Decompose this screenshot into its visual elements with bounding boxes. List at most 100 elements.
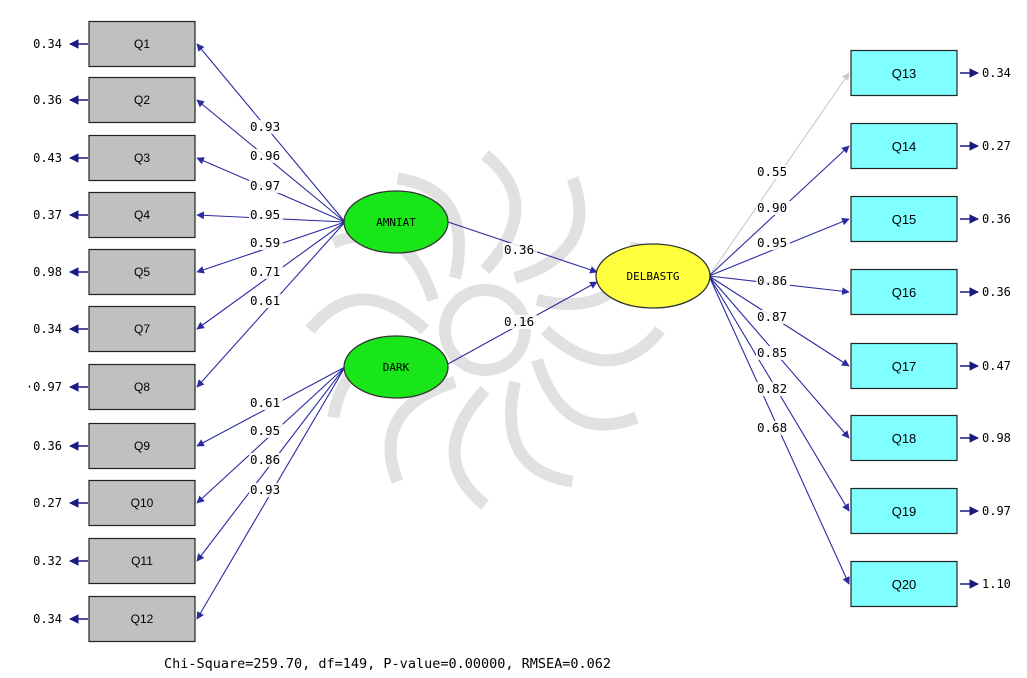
indicator-label: Q3 [134,151,150,165]
loading-delbastg: 0.87 [757,309,787,324]
indicator-label: Q14 [892,139,917,154]
structural-coefficient: 0.16 [504,314,534,329]
indicator-box-q12 [88,595,196,643]
indicator-box-q15 [850,195,958,243]
coefficient-backdrop [249,265,283,279]
latent-delbastg-ellipse [595,243,711,309]
loading-amniat: 0.97 [250,178,280,193]
indicator-box-q20 [850,560,958,608]
coefficient-backdrop [249,236,283,250]
loading-delbastg: 0.85 [757,345,787,360]
watermark-petal [480,150,522,275]
indicator-label: Q18 [892,431,917,446]
indicator-label: Q5 [134,265,150,279]
loading-amniat: 0.96 [250,148,280,163]
loading-amniat: 0.93 [250,119,280,134]
coefficient-backdrop [249,120,283,134]
latent-dark-ellipse [343,335,449,399]
indicator-box-q5 [88,248,196,296]
indicator-label: Q1 [134,37,150,51]
error-variance: 0.34 [33,37,62,51]
path-coefficients: 0.93 0.96 0.97 0.95 0.59 0.71 0.61 0.61 0.95 0.86… [249,119,790,497]
coefficient-backdrop [249,179,283,193]
diagram-nodes: Q1 0.34 Q2 0.36 Q3 0.43 Q4 0.37 Q5 0.98 Q7 0.34 Q8 ·0… [26,20,1011,643]
error-variance: 0.98 [33,265,62,279]
coefficient-backdrop [249,424,283,438]
watermark-petal [448,385,490,510]
indicator-box-q17 [850,342,958,390]
loading-dark: 0.86 [250,452,280,467]
indicator-label: Q10 [131,496,154,510]
error-variance: ·0.97 [26,380,62,394]
loading-delbastg: 0.82 [757,381,787,396]
indicator-box-q7 [88,305,196,353]
error-variance: 0.27 [33,496,62,510]
indicator-box-q8 [88,363,196,411]
coefficient-backdrop [756,346,790,360]
coefficient-backdrop [756,274,790,288]
indicator-label: Q19 [892,504,917,519]
indicator-box-q3 [88,134,196,182]
latent-amniat-label: AMNIAT [376,216,416,229]
watermark-petal [505,380,574,488]
indicator-box-q11 [88,537,196,585]
error-variance: 0.36 [982,212,1011,226]
indicator-box-q16 [850,268,958,316]
error-variance: 0.43 [33,151,62,165]
error-variance: 0.47 [982,359,1011,373]
indicator-label: Q11 [131,554,153,568]
indicator-label: Q16 [892,285,917,300]
latent-dark-label: DARK [383,361,410,374]
coefficient-backdrop [249,396,283,410]
error-variance: 0.37 [33,208,62,222]
coefficient-backdrop [503,315,537,329]
indicator-box-q4 [88,191,196,239]
indicator-label: Q4 [134,208,150,222]
error-variance: 0.27 [982,139,1011,153]
coefficient-backdrop [756,165,790,179]
error-variance: 0.36 [33,93,62,107]
loading-delbastg: 0.95 [757,235,787,250]
error-variance: 0.34 [33,322,62,336]
watermark-petal [531,358,639,431]
indicator-label: Q20 [892,577,917,592]
loading-amniat: 0.71 [250,264,280,279]
coefficient-backdrop [756,421,790,435]
indicator-box-q19 [850,487,958,535]
error-variance: 0.97 [982,504,1011,518]
loading-amniat: 0.59 [250,235,280,250]
indicator-label: Q2 [134,93,150,107]
loading-amniat: 0.61 [250,293,280,308]
watermark-petal [396,172,465,280]
coefficient-backdrop [249,483,283,497]
error-variance: 0.32 [33,554,62,568]
watermark-petal [513,176,586,284]
watermark-rosette [305,150,665,510]
watermark-petal [384,376,457,484]
error-variance: 0.98 [982,431,1011,445]
fit-statistics: Chi-Square=259.70, df=149, P-value=0.000… [163,656,612,672]
coefficient-backdrop [249,149,283,163]
indicator-box-q2 [88,76,196,124]
latent-delbastg-label: DELBASTG [627,270,680,283]
error-variance: 0.36 [982,285,1011,299]
indicator-box-q10 [88,479,196,527]
error-variance: 1.10 [982,577,1011,591]
structural-coefficient: 0.36 [504,242,534,257]
indicator-box-q13 [850,49,958,97]
loading-amniat: 0.95 [250,207,280,222]
watermark-petal [305,293,430,335]
loading-delbastg: 0.86 [757,273,787,288]
error-variance: 0.36 [33,439,62,453]
coefficient-backdrop [756,382,790,396]
loading-delbastg: 0.90 [757,200,787,215]
coefficient-backdrop [249,453,283,467]
loading-dark: 0.61 [250,395,280,410]
indicator-box-q14 [850,122,958,170]
indicator-label: Q15 [892,212,917,227]
indicator-label: Q13 [892,66,917,81]
indicator-label: Q17 [892,359,917,374]
coefficient-backdrop [756,201,790,215]
watermark-petal [540,325,665,367]
coefficient-backdrop [756,236,790,250]
